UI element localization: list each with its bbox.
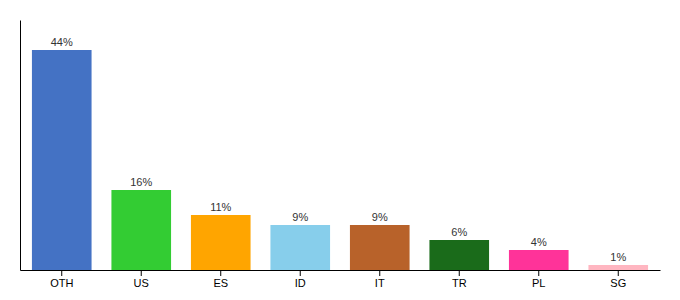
x-tick: OTH — [50, 270, 73, 289]
x-tick-mark — [300, 270, 301, 276]
x-tick-label: OTH — [50, 277, 73, 289]
x-tick-mark — [379, 270, 380, 276]
y-axis — [20, 21, 21, 271]
x-tick: US — [134, 270, 149, 289]
x-tick-mark — [538, 270, 539, 276]
x-tick-label: IT — [375, 277, 385, 289]
x-tick-label: ID — [295, 277, 306, 289]
x-tick-label: PL — [532, 277, 545, 289]
bars — [32, 50, 648, 270]
x-tick-mark — [61, 270, 62, 276]
x-tick-mark — [141, 270, 142, 276]
data-label: 6% — [451, 226, 467, 238]
x-tick-mark — [220, 270, 221, 276]
data-label: 9% — [292, 211, 308, 223]
data-label: 44% — [51, 36, 73, 48]
x-tick-label: SG — [610, 277, 626, 289]
data-labels: 44% 16% 11% 9% 9% 6% 4% 1% — [51, 36, 627, 263]
data-label: 16% — [130, 176, 152, 188]
data-label: 4% — [531, 236, 547, 248]
x-tick-label: TR — [452, 277, 467, 289]
y-axis-line — [20, 21, 21, 271]
data-label: 11% — [210, 201, 231, 213]
x-tick: IT — [375, 270, 385, 289]
bar — [111, 190, 171, 270]
data-label: 1% — [610, 251, 626, 263]
chart: OTH US ES ID IT TR PL SG 44% 16% 11% 9% 9% 6% 4% 1% — [0, 0, 680, 300]
x-tick: ES — [213, 270, 228, 289]
x-tick-label: ES — [213, 277, 228, 289]
plot: OTH US ES ID IT TR PL SG 44% 16% 11% 9% 9% 6% 4% 1% — [21, 21, 661, 289]
x-tick-label: US — [134, 277, 149, 289]
bar — [191, 215, 251, 270]
x-axis: OTH US ES ID IT TR PL SG — [21, 270, 661, 289]
x-axis-line — [21, 270, 661, 271]
x-tick: SG — [610, 270, 626, 289]
x-tick: ID — [295, 270, 306, 289]
x-tick-mark — [618, 270, 619, 276]
bar — [32, 50, 92, 270]
x-tick: TR — [452, 270, 467, 289]
data-label: 9% — [372, 211, 388, 223]
bar — [350, 225, 410, 270]
bar — [429, 240, 489, 270]
x-tick: PL — [532, 270, 545, 289]
x-tick-mark — [459, 270, 460, 276]
bar — [509, 250, 569, 270]
bar — [270, 225, 330, 270]
bar — [588, 265, 648, 270]
